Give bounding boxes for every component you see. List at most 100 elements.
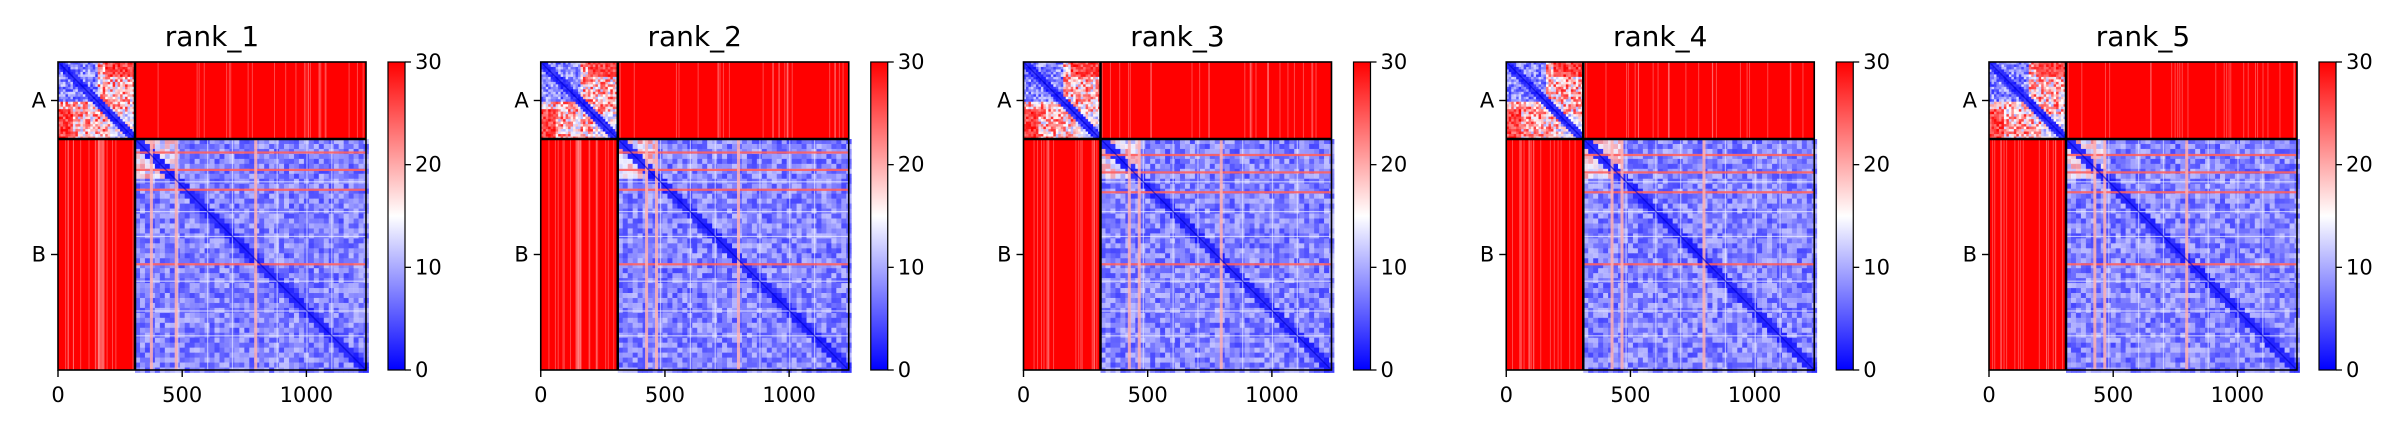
aa-cell (58, 74, 61, 78)
bb-cell (343, 258, 350, 264)
aa-cell (607, 101, 611, 105)
ba-texture-col (102, 139, 104, 370)
aa-cell (612, 81, 616, 85)
aa-cell (597, 91, 601, 95)
aa-cell (130, 84, 133, 88)
bb-cell (318, 193, 325, 200)
aa-cell (550, 134, 554, 137)
bb-cell (662, 213, 668, 219)
bb-cell (781, 153, 788, 160)
bb-cell (318, 258, 325, 264)
aa-cell (105, 99, 109, 103)
bb-cell (637, 198, 643, 204)
aa-cell (587, 94, 591, 98)
aa-cell (95, 126, 99, 130)
bb-cell (343, 283, 350, 289)
bb-cell (323, 312, 330, 319)
bb-cell (348, 143, 354, 150)
aa-cell (595, 94, 599, 98)
aa-cell (590, 81, 594, 85)
aa-cell (112, 64, 116, 68)
bb-cell (164, 223, 171, 229)
bb-cell (637, 193, 643, 200)
aa-cell (592, 111, 596, 115)
bb-cell (184, 312, 191, 319)
bb-cell (139, 297, 146, 304)
aa-cell (595, 62, 599, 65)
aa-cell (70, 81, 74, 85)
bb-cell (333, 342, 340, 349)
bb-cell (781, 203, 788, 209)
bb-cell (224, 312, 230, 319)
bb-cell (313, 352, 320, 358)
bb-cell (269, 228, 275, 234)
bb-cell (343, 173, 350, 180)
aa-cell (555, 79, 559, 83)
bb-cell (164, 143, 171, 150)
aa-cell (107, 99, 111, 103)
bb-cell (234, 322, 240, 329)
bb-cell (358, 218, 364, 224)
bb-cell (244, 168, 250, 175)
bb-cell (727, 153, 733, 160)
bb-cell (617, 218, 624, 224)
bb-cell (259, 283, 265, 289)
bb-cell (776, 193, 783, 200)
bb-cell (289, 163, 295, 170)
bb-cell (801, 153, 807, 160)
bb-cell (667, 139, 673, 145)
bb-cell (144, 273, 151, 279)
bb-cell (702, 153, 708, 160)
aa-cell (592, 121, 596, 125)
aa-cell (540, 66, 544, 70)
bb-strong-row (135, 151, 366, 154)
aa-cell (92, 86, 96, 90)
bb-cell (707, 168, 713, 175)
aa-cell (575, 126, 579, 130)
bb-cell (284, 243, 290, 249)
aa-cell (60, 94, 64, 98)
bb-cell (338, 312, 345, 319)
bb-streak-row (135, 335, 366, 337)
bb-cell (279, 352, 285, 358)
aa-cell (605, 134, 609, 137)
bb-cell (279, 163, 285, 170)
aa-cell (100, 74, 104, 78)
bb-cell (836, 158, 842, 165)
aa-cell (80, 114, 84, 118)
bb-cell (821, 163, 827, 170)
aa-cell (87, 94, 91, 98)
bb-cell (692, 153, 698, 160)
bb-cell (722, 193, 728, 200)
aa-cell (97, 89, 101, 93)
bb-cell (727, 139, 733, 145)
bb-cell (289, 238, 295, 244)
aa-cell (65, 111, 69, 115)
aa-cell (65, 106, 69, 110)
aa-cell (130, 62, 133, 65)
aa-cell (120, 96, 123, 100)
bb-cell (667, 163, 673, 170)
bb-cell (821, 198, 827, 204)
aa-cell (543, 106, 547, 110)
aa-cell (592, 74, 596, 78)
bb-cell (234, 268, 240, 274)
bb-cell (179, 273, 186, 279)
bb-cell (293, 223, 300, 229)
bb-cell (313, 337, 320, 344)
bb-cell (144, 362, 151, 368)
bb-cell (135, 188, 141, 195)
bb-cell (358, 163, 364, 170)
aa-cell (122, 116, 126, 120)
aa-cell (87, 79, 91, 83)
bb-cell (353, 183, 359, 190)
bb-cell (259, 248, 265, 254)
aa-cell (107, 94, 111, 98)
aa-cell (67, 101, 71, 105)
aa-cell (117, 119, 121, 123)
bb-cell (816, 163, 822, 170)
bb-cell (169, 362, 176, 368)
bb-cell (806, 198, 812, 204)
bb-cell (353, 253, 359, 259)
